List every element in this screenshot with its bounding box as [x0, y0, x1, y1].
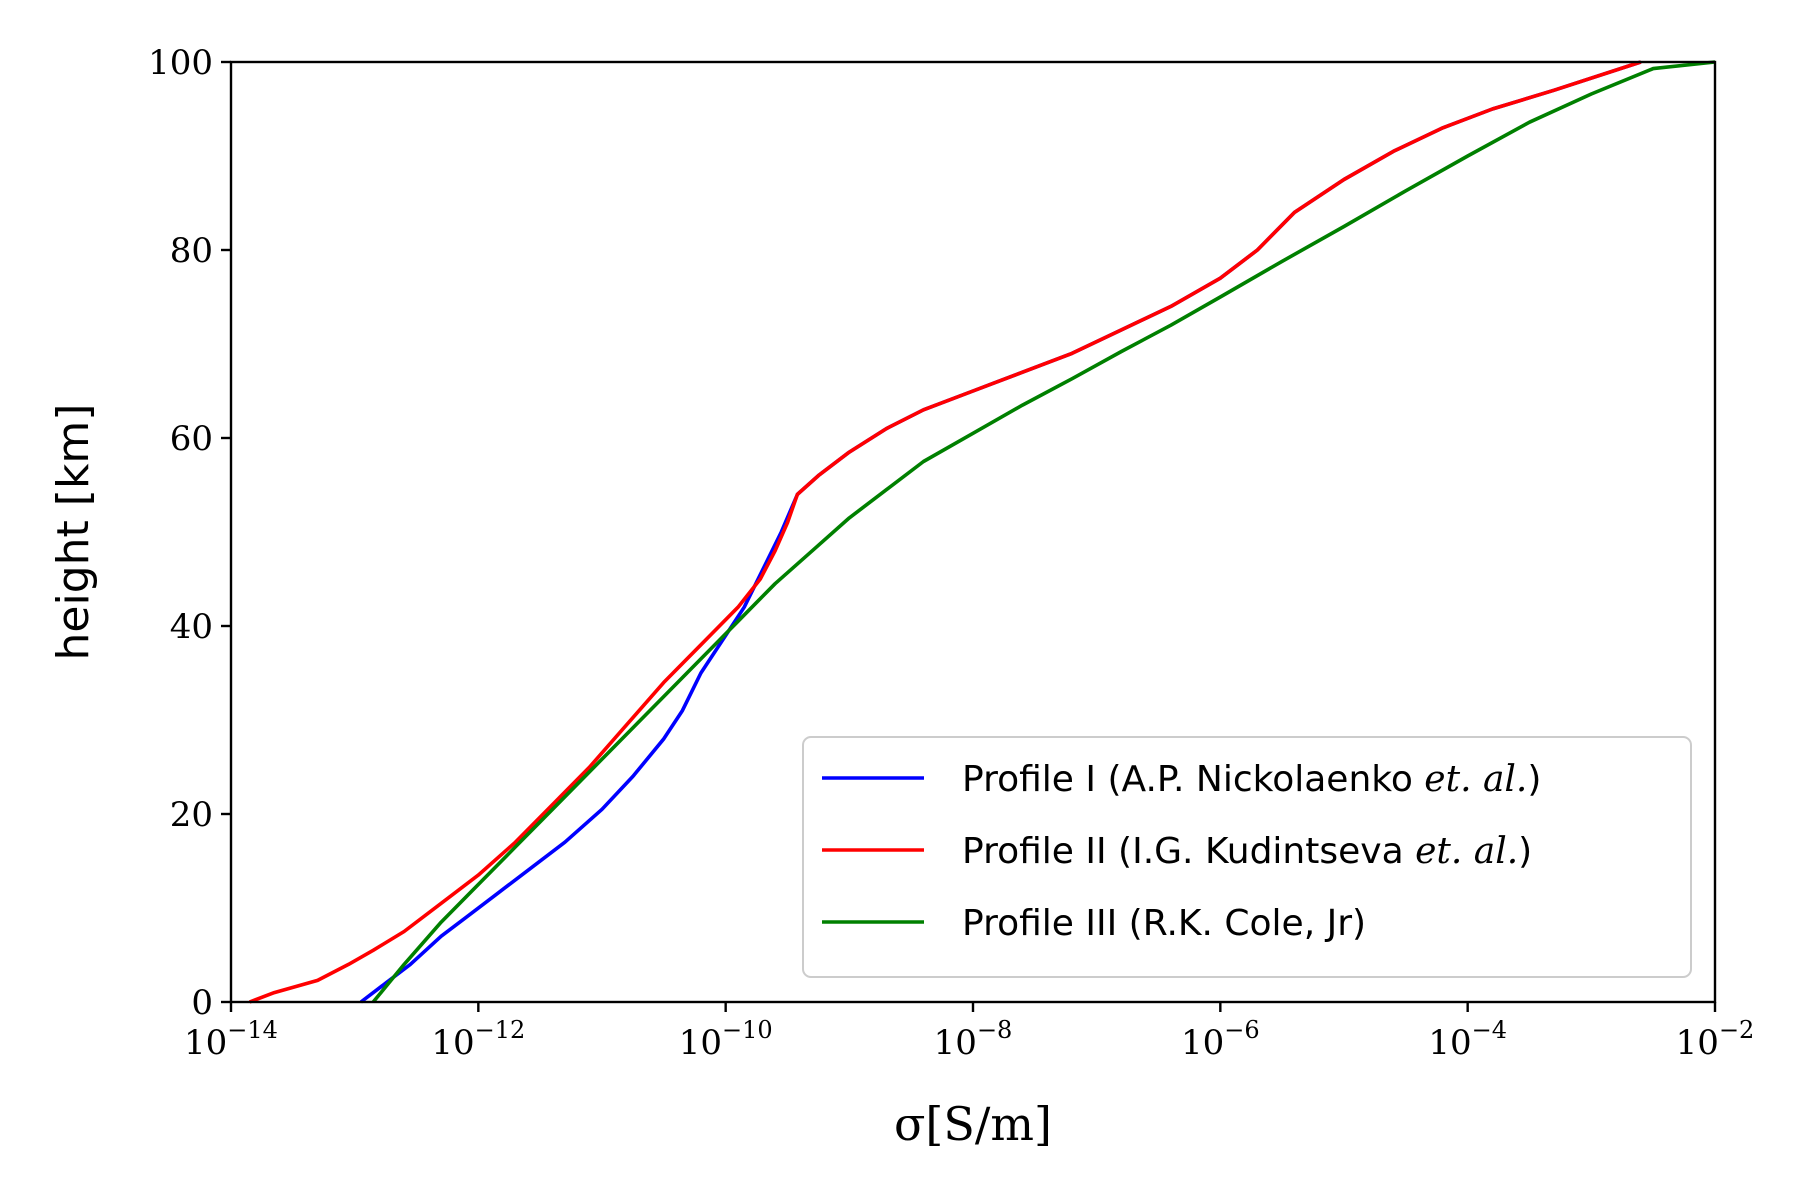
x-axis-title: σ[S/m] [894, 1097, 1052, 1151]
y-tick-label: 20 [170, 795, 213, 835]
ticks-layer: 10−14 10−12 10−10 10−8 10−6 10−4 10−2 0 20 40 60 80… [148, 43, 1754, 1063]
legend-label-2: Profile II (I.G. Kudintseva et. al.) [962, 831, 1532, 872]
y-tick-label: 40 [170, 607, 213, 647]
x-tick-label: 10−12 [431, 1016, 525, 1063]
y-tick-label: 0 [191, 983, 213, 1023]
legend-label-1: Profile I (A.P. Nickolaenko et. al.) [962, 759, 1541, 800]
y-axis-title: height [km] [48, 404, 99, 661]
x-tick-label: 10−6 [1181, 1016, 1260, 1063]
series-line-2 [248, 60, 1642, 1004]
y-tick-label: 100 [148, 43, 213, 83]
y-tick-label: 80 [170, 231, 213, 271]
legend-label-3: Profile III (R.K. Cole, Jr) [962, 903, 1366, 944]
y-tick-label: 60 [170, 419, 213, 459]
x-tick-label: 10−10 [679, 1016, 773, 1063]
x-tick-label: 10−8 [934, 1016, 1013, 1063]
series-line-3 [371, 60, 1716, 1004]
series-layer [248, 60, 1716, 1004]
x-tick-label: 10−2 [1676, 1016, 1755, 1063]
x-tick-label: 10−4 [1428, 1016, 1507, 1063]
legend: Profile I (A.P. Nickolaenko et. al.) Prof… [802, 736, 1692, 978]
x-tick-label: 10−14 [184, 1016, 278, 1063]
legend-box [802, 736, 1692, 978]
